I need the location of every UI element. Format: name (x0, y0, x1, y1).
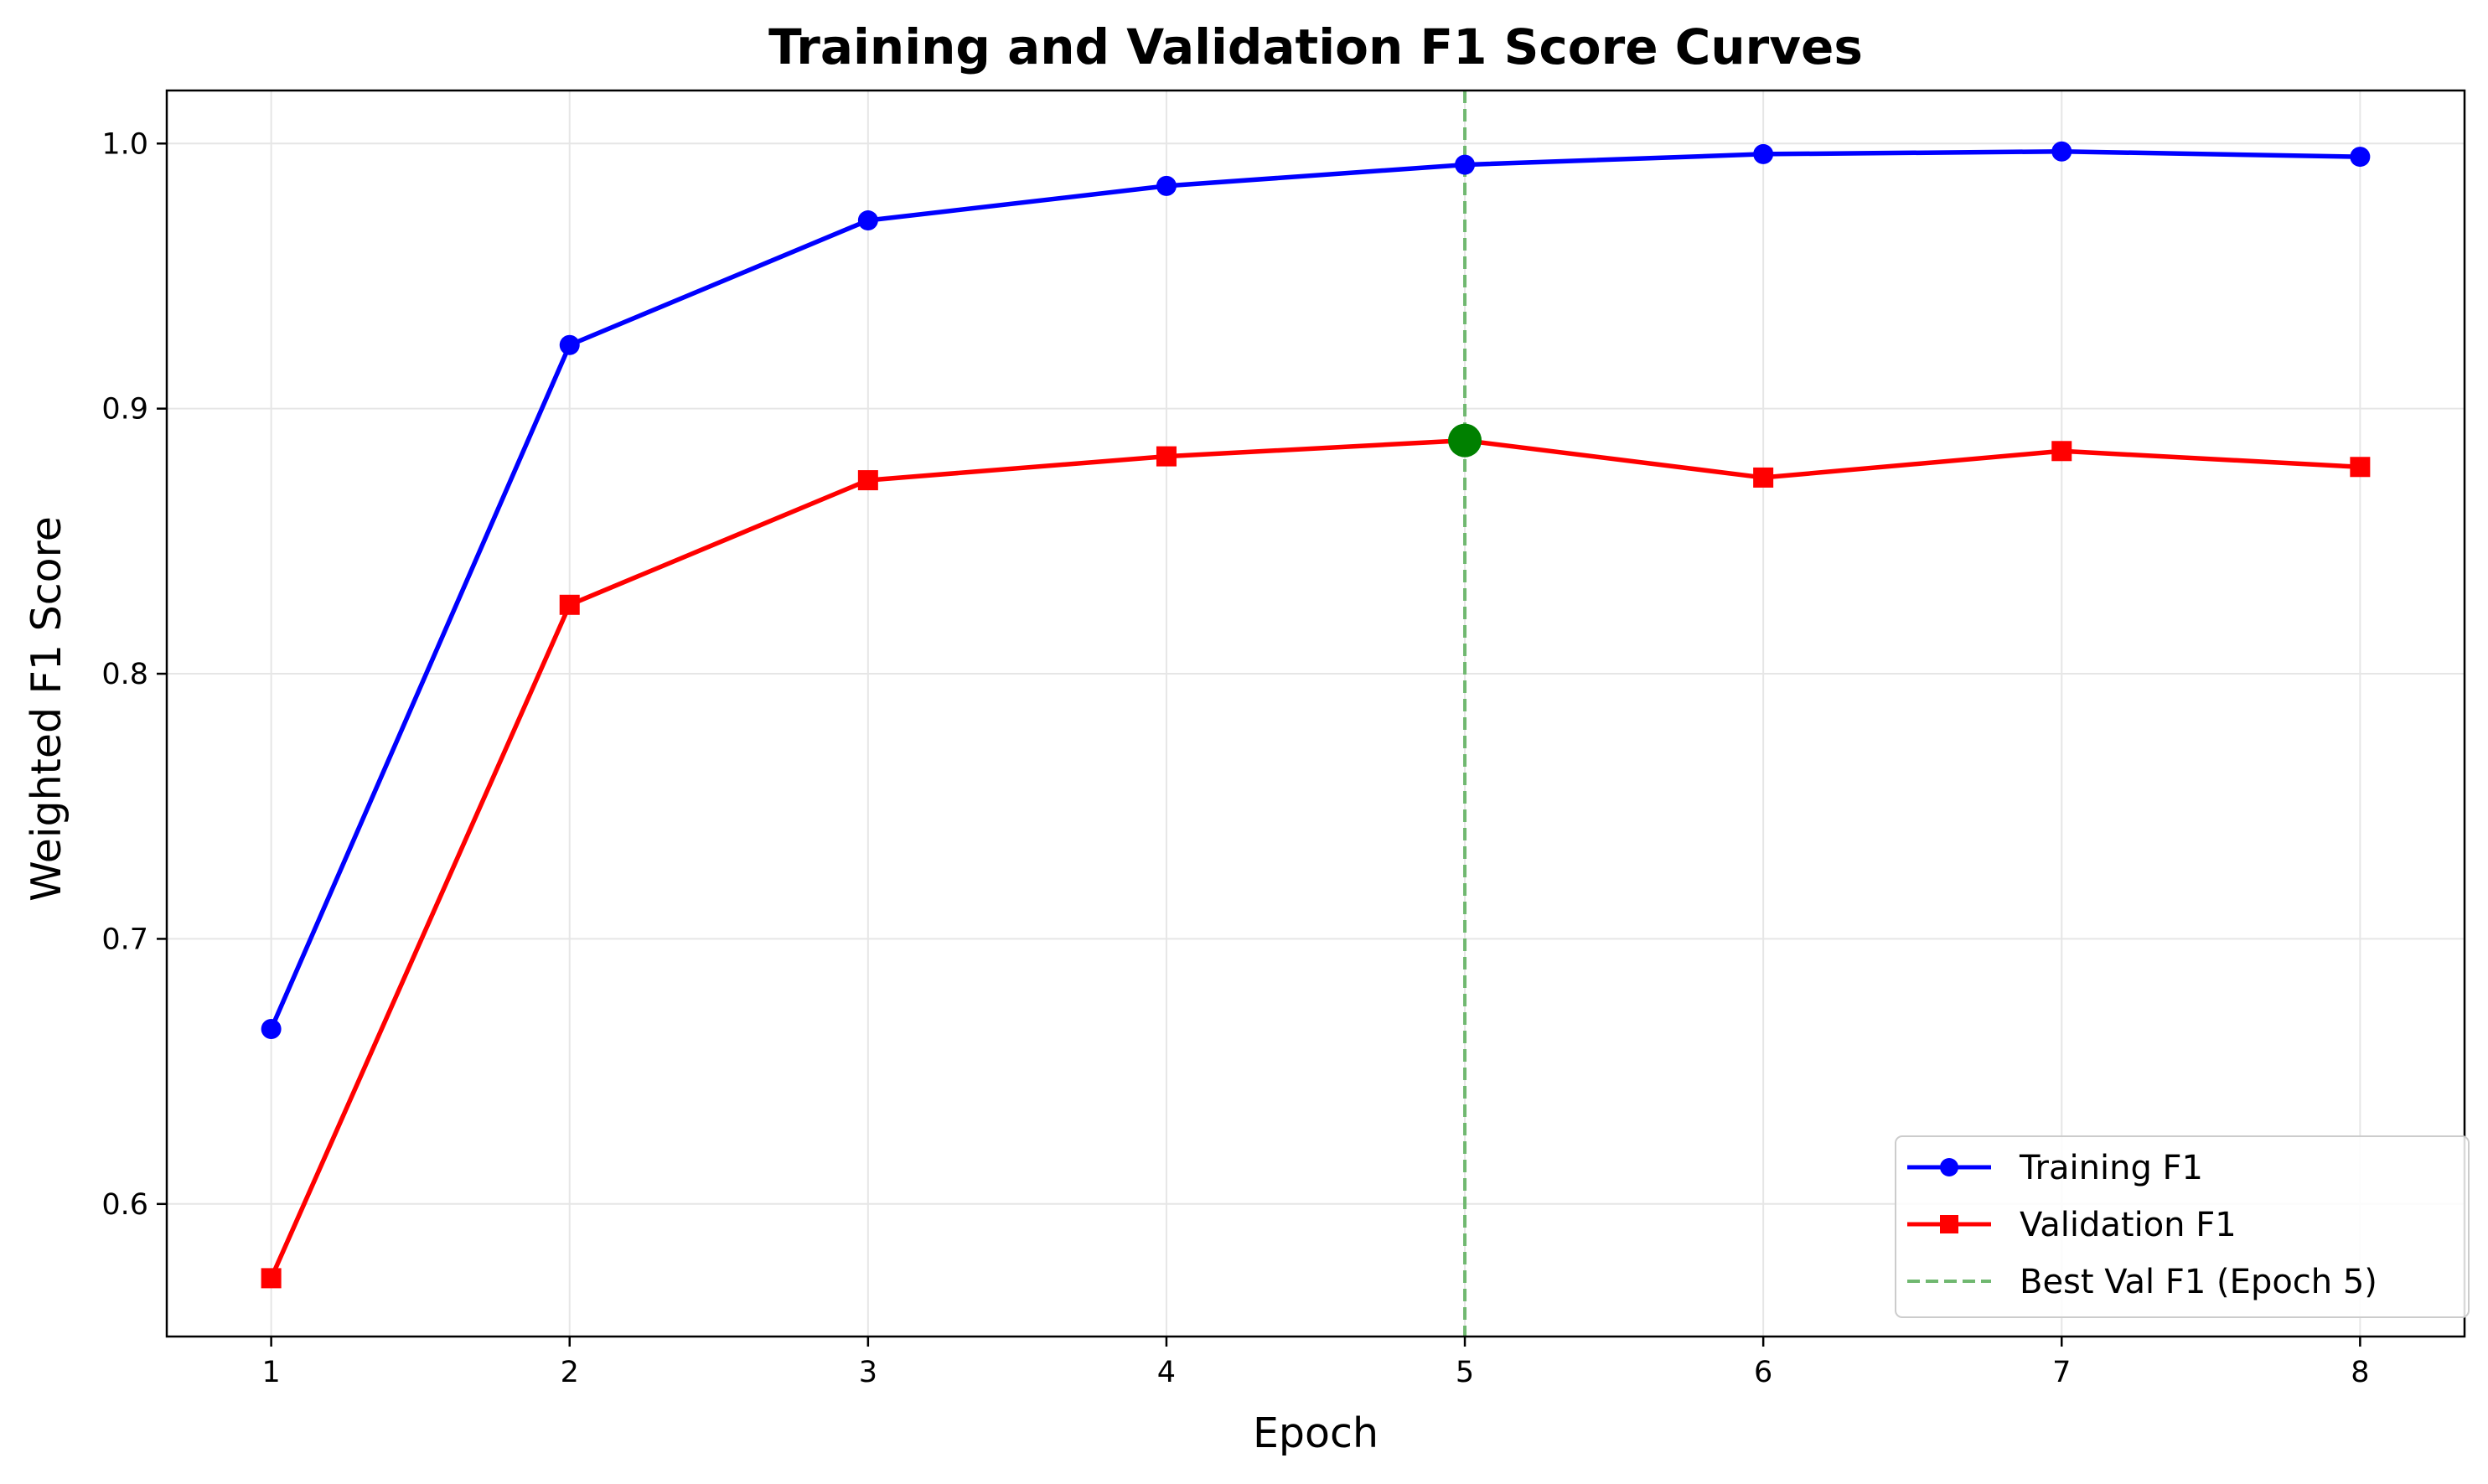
legend-validation-label: Validation F1 (2020, 1206, 2237, 1244)
x-tick-label: 8 (2351, 1356, 2369, 1389)
legend-entry-validation: Validation F1 (1907, 1206, 2237, 1244)
y-tick-label: 0.7 (101, 923, 148, 956)
legend: Training F1 Validation F1 Best Val F1 (E… (1895, 1135, 2470, 1318)
legend-box (1895, 1135, 2470, 1318)
legend-entry-best-epoch: Best Val F1 (Epoch 5) (1907, 1263, 2377, 1301)
training-f1-point (559, 334, 580, 355)
legend-training-marker (1940, 1158, 1958, 1176)
legend-validation-marker (1940, 1215, 1958, 1233)
validation-f1-point (559, 594, 580, 615)
x-tick-label: 5 (1456, 1356, 1474, 1389)
x-tick-label: 2 (561, 1356, 579, 1389)
y-tick-label: 1.0 (101, 127, 148, 161)
x-tick-label: 3 (859, 1356, 877, 1389)
x-tick-label: 1 (261, 1356, 280, 1389)
legend-training-label: Training F1 (2019, 1149, 2203, 1187)
grid-lines (167, 90, 2465, 1337)
training-f1-point (1156, 175, 1177, 196)
x-axis-ticks: 1 2 3 4 5 6 7 8 (261, 1337, 2370, 1389)
y-tick-label: 0.6 (101, 1188, 148, 1222)
training-f1-line (269, 149, 2361, 1031)
training-f1-point (2350, 147, 2371, 168)
validation-f1-point (857, 470, 878, 491)
best-val-point (1448, 423, 1482, 458)
x-tick-label: 4 (1157, 1356, 1176, 1389)
training-f1-point (857, 210, 878, 231)
series-layer (261, 141, 2371, 1289)
validation-f1-point (1156, 446, 1177, 467)
validation-f1-point (261, 1268, 282, 1289)
legend-best-label: Best Val F1 (Epoch 5) (2020, 1263, 2377, 1301)
y-axis-label: Weighted F1 Score (23, 516, 70, 902)
validation-f1-point (1753, 467, 1774, 488)
validation-f1-line (269, 437, 2361, 1280)
validation-f1-point (2051, 441, 2072, 462)
validation-f1-point (2350, 457, 2371, 478)
training-f1-point (2051, 141, 2072, 162)
y-tick-label: 0.9 (101, 393, 148, 427)
x-tick-label: 6 (1754, 1356, 1772, 1389)
plot-frame (165, 89, 2466, 1338)
legend-entry-training: Training F1 (1907, 1149, 2203, 1187)
x-axis-label: Epoch (1253, 1409, 1378, 1457)
y-axis-ticks: 0.6 0.7 0.8 0.9 1.0 (101, 127, 167, 1222)
training-f1-point (1455, 154, 1476, 175)
x-tick-label: 7 (2052, 1356, 2071, 1389)
chart-title: Training and Validation F1 Score Curves (768, 18, 1863, 75)
training-f1-point (261, 1018, 282, 1039)
training-f1-point (1753, 143, 1774, 164)
y-tick-label: 0.8 (101, 658, 148, 691)
